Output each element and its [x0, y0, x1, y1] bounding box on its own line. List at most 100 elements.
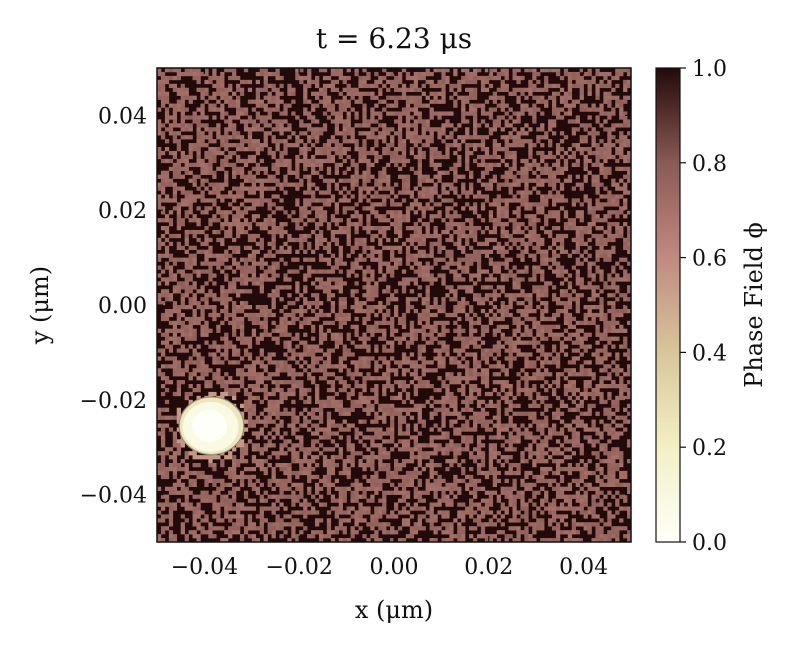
heatmap-cell: [484, 147, 490, 152]
heatmap-cell: [429, 190, 434, 195]
heatmap-cell: [326, 143, 332, 148]
heatmap-cell: [164, 178, 170, 183]
heatmap-cell: [212, 376, 217, 381]
heatmap-cell: [453, 170, 458, 175]
heatmap-cell: [457, 79, 462, 85]
heatmap-cell: [196, 139, 201, 144]
heatmap-cell: [188, 229, 193, 235]
heatmap-cell: [473, 131, 478, 136]
heatmap-cell: [236, 380, 241, 385]
heatmap-cell: [409, 340, 415, 345]
heatmap-cell: [236, 75, 241, 81]
heatmap-cell: [405, 75, 411, 81]
heatmap-cell: [259, 265, 264, 270]
heatmap-cell: [326, 293, 332, 298]
heatmap-cell: [425, 360, 430, 365]
heatmap-cell: [188, 198, 193, 203]
heatmap-cell: [180, 301, 185, 306]
heatmap-cell: [184, 229, 189, 235]
heatmap-cell: [536, 233, 541, 239]
heatmap-cell: [192, 308, 197, 314]
heatmap-cell: [488, 83, 494, 89]
heatmap-cell: [259, 380, 264, 385]
heatmap-cell: [322, 332, 328, 337]
heatmap-cell: [303, 174, 308, 179]
heatmap-cell: [247, 115, 253, 120]
heatmap-cell: [441, 328, 446, 333]
heatmap-cell: [575, 340, 580, 345]
heatmap-cell: [449, 360, 454, 365]
heatmap-cell: [607, 376, 612, 381]
heatmap-cell: [441, 297, 446, 302]
heatmap-cell: [263, 332, 268, 337]
heatmap-cell: [496, 265, 501, 270]
heatmap-cell: [457, 277, 462, 282]
heatmap-cell: [611, 344, 616, 349]
heatmap-cell: [374, 384, 379, 389]
heatmap-cell: [326, 297, 332, 302]
heatmap-cell: [342, 87, 347, 92]
heatmap-cell: [322, 150, 328, 156]
heatmap-cell: [255, 376, 260, 381]
heatmap-cell: [476, 265, 482, 270]
heatmap-cell: [421, 190, 426, 195]
heatmap-cell: [176, 285, 181, 290]
heatmap-cell: [358, 384, 363, 389]
heatmap-cell: [595, 206, 600, 211]
heatmap-cell: [409, 297, 415, 302]
heatmap-cell: [366, 253, 371, 258]
heatmap-cell: [346, 75, 351, 81]
heatmap-cell: [200, 249, 205, 254]
heatmap-cell: [623, 293, 628, 298]
heatmap-cell: [318, 150, 324, 156]
heatmap-cell: [338, 332, 343, 337]
heatmap-cell: [552, 178, 557, 183]
heatmap-cell: [536, 202, 541, 207]
heatmap-cell: [291, 336, 296, 341]
heatmap-cell: [184, 324, 189, 329]
heatmap-cell: [176, 91, 181, 96]
heatmap-cell: [488, 178, 494, 183]
heatmap-cell: [216, 210, 221, 215]
heatmap-cell: [370, 237, 375, 243]
heatmap-cell: [457, 87, 462, 92]
heatmap-cell: [366, 226, 371, 231]
heatmap-cell: [382, 289, 387, 294]
heatmap-cell: [516, 380, 521, 385]
heatmap-cell: [180, 150, 185, 156]
heatmap-cell: [500, 305, 505, 310]
heatmap-cell: [232, 186, 237, 191]
heatmap-cell: [540, 332, 545, 337]
heatmap-cell: [484, 285, 490, 290]
heatmap-cell: [196, 123, 201, 128]
heatmap-cell: [188, 218, 193, 223]
heatmap-cell: [583, 348, 588, 353]
heatmap-cell: [417, 170, 422, 175]
heatmap-cell: [583, 316, 588, 322]
heatmap-cell: [516, 281, 521, 286]
heatmap-cell: [350, 324, 355, 329]
heatmap-cell: [611, 265, 616, 270]
heatmap-cell: [425, 269, 430, 274]
heatmap-cell: [322, 245, 328, 250]
heatmap-cell: [421, 336, 426, 341]
heatmap-cell: [595, 237, 600, 243]
heatmap-cell: [247, 206, 253, 211]
heatmap-cell: [500, 71, 505, 77]
heatmap-cell: [461, 376, 466, 381]
heatmap-cell: [405, 123, 411, 128]
heatmap-cell: [236, 372, 241, 377]
heatmap-cell: [315, 162, 320, 168]
heatmap-cell: [390, 356, 395, 361]
heatmap-cell: [623, 87, 628, 92]
heatmap-cell: [476, 214, 482, 219]
heatmap-cell: [303, 111, 308, 116]
heatmap-cell: [611, 380, 616, 385]
heatmap-cell: [168, 68, 174, 73]
heatmap-cell: [599, 249, 604, 254]
heatmap-cell: [429, 127, 434, 132]
heatmap-cell: [176, 131, 181, 136]
heatmap-cell: [524, 158, 529, 164]
heatmap-cell: [188, 297, 193, 302]
heatmap-cell: [425, 340, 430, 345]
